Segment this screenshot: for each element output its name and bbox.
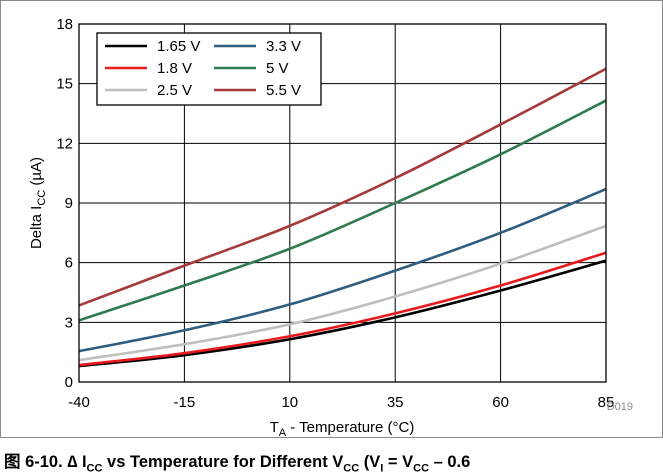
x-tick-label: 10 bbox=[281, 394, 298, 411]
x-tick-label: 60 bbox=[492, 394, 509, 411]
x-tick-label: -15 bbox=[174, 394, 196, 411]
series-line bbox=[78, 259, 607, 368]
legend-label: 3.3 V bbox=[266, 38, 301, 55]
y-axis-ticks: 0 3 6 9 12 15 18 bbox=[56, 16, 73, 391]
y-tick-label: 0 bbox=[65, 374, 73, 391]
legend: 1.65 V 1.8 V 2.5 V 3.3 V 5 V 5.5 V bbox=[96, 32, 322, 106]
series-line bbox=[78, 224, 607, 362]
x-axis-title: TA - Temperature (°C) bbox=[270, 419, 415, 439]
line-chart: -40 -15 10 35 60 85 0 3 6 9 12 15 18 1.65 V 1.8 V 2.5… bbox=[28, 16, 633, 439]
series-line bbox=[78, 187, 607, 353]
series-lines bbox=[78, 67, 607, 368]
series-line bbox=[78, 67, 607, 307]
y-tick-label: 12 bbox=[56, 135, 73, 152]
x-tick-label: 35 bbox=[387, 394, 404, 411]
plot-border bbox=[78, 23, 607, 383]
y-axis-title: Delta ICC (µA) bbox=[28, 157, 48, 249]
figure-code: D019 bbox=[607, 401, 633, 413]
legend-label: 2.5 V bbox=[157, 82, 192, 99]
x-tick-label: -40 bbox=[68, 394, 90, 411]
legend-label: 5 V bbox=[266, 60, 289, 77]
legend-label: 5.5 V bbox=[266, 82, 301, 99]
legend-label: 1.8 V bbox=[157, 60, 192, 77]
y-tick-label: 3 bbox=[65, 314, 73, 331]
y-tick-label: 6 bbox=[65, 255, 73, 272]
x-axis-ticks: -40 -15 10 35 60 85 bbox=[68, 394, 614, 411]
y-tick-label: 18 bbox=[56, 16, 73, 33]
y-tick-label: 15 bbox=[56, 76, 73, 93]
series-line bbox=[78, 251, 607, 367]
legend-label: 1.65 V bbox=[157, 38, 200, 55]
x-tick-label: 85 bbox=[598, 394, 615, 411]
figure-caption: 图 6-10. ∆ ICC vs Temperature for Differe… bbox=[4, 453, 471, 474]
y-tick-label: 9 bbox=[65, 195, 73, 212]
series-line bbox=[78, 99, 607, 322]
